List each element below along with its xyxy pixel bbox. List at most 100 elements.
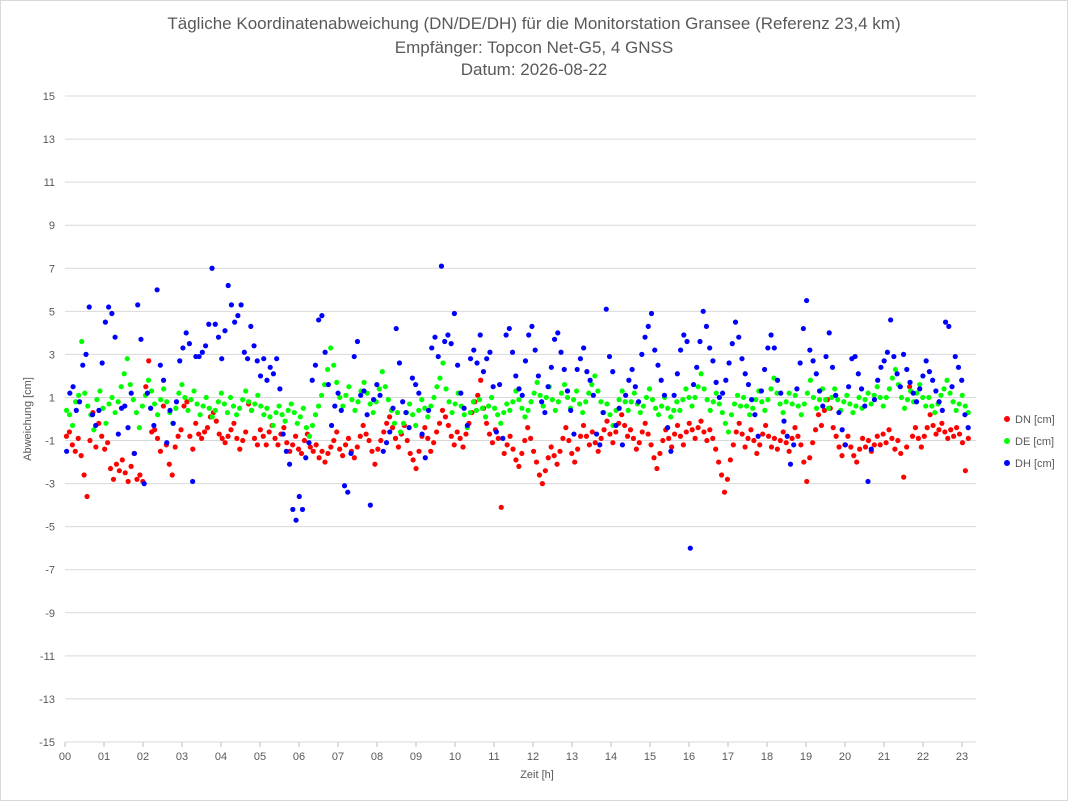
data-point bbox=[938, 392, 944, 398]
chart-title: Tägliche Koordinatenabweichung (DN/DE/DH… bbox=[167, 14, 900, 79]
data-point bbox=[87, 437, 93, 444]
data-point bbox=[425, 407, 432, 413]
data-point bbox=[598, 399, 604, 405]
data-point bbox=[807, 377, 814, 383]
data-point bbox=[774, 390, 780, 396]
data-point bbox=[713, 379, 719, 385]
data-point bbox=[587, 377, 593, 383]
data-point bbox=[186, 341, 193, 347]
data-point bbox=[407, 450, 413, 457]
data-point bbox=[442, 414, 449, 420]
legend: DN [cm] DE [cm] DH [cm] bbox=[1004, 414, 1055, 470]
data-point bbox=[188, 397, 194, 403]
data-point bbox=[739, 431, 745, 437]
data-point bbox=[194, 401, 200, 407]
data-point bbox=[503, 332, 509, 338]
x-tick-label: 08 bbox=[371, 751, 383, 763]
data-point bbox=[429, 345, 435, 351]
data-point bbox=[325, 381, 331, 388]
data-point bbox=[549, 397, 555, 403]
data-point bbox=[888, 317, 894, 323]
data-point bbox=[246, 399, 252, 405]
data-point bbox=[148, 405, 154, 411]
data-point bbox=[561, 381, 568, 388]
data-point bbox=[206, 321, 212, 327]
data-point bbox=[595, 388, 601, 394]
data-point bbox=[728, 412, 735, 418]
data-point bbox=[284, 440, 290, 446]
data-point bbox=[953, 407, 959, 413]
data-point bbox=[822, 397, 829, 403]
data-point bbox=[813, 371, 819, 377]
data-point bbox=[534, 379, 540, 385]
data-point bbox=[810, 440, 816, 446]
data-point bbox=[774, 377, 781, 383]
data-point bbox=[301, 437, 308, 444]
data-point bbox=[755, 433, 761, 439]
data-point bbox=[765, 433, 772, 439]
legend-marker bbox=[1004, 438, 1010, 444]
data-point bbox=[455, 362, 461, 368]
data-point bbox=[222, 440, 228, 446]
data-point bbox=[201, 429, 208, 435]
data-point bbox=[134, 476, 140, 482]
data-point bbox=[535, 373, 542, 379]
data-point bbox=[871, 397, 878, 403]
data-point bbox=[744, 403, 750, 409]
data-point bbox=[798, 412, 804, 418]
data-point bbox=[762, 407, 768, 413]
data-point bbox=[416, 390, 422, 396]
data-point bbox=[946, 323, 952, 330]
data-point bbox=[763, 422, 769, 429]
x-tick-label: 20 bbox=[839, 751, 851, 763]
data-point bbox=[310, 448, 316, 454]
data-point bbox=[215, 399, 221, 405]
data-point bbox=[950, 399, 956, 405]
data-point bbox=[800, 325, 806, 332]
data-point bbox=[249, 407, 255, 413]
data-point bbox=[574, 388, 580, 394]
data-point bbox=[293, 517, 299, 523]
data-point bbox=[933, 431, 939, 437]
data-point bbox=[218, 390, 224, 396]
data-point bbox=[936, 427, 942, 433]
data-point bbox=[309, 422, 316, 429]
data-point bbox=[607, 431, 613, 437]
data-point bbox=[623, 392, 629, 398]
data-point bbox=[396, 360, 403, 366]
data-point bbox=[293, 433, 299, 439]
data-point bbox=[460, 444, 466, 450]
data-point bbox=[439, 407, 446, 413]
data-point bbox=[154, 435, 161, 441]
data-point bbox=[196, 431, 202, 437]
data-point bbox=[771, 435, 778, 441]
data-point bbox=[804, 478, 810, 485]
data-point bbox=[454, 429, 460, 435]
data-point bbox=[73, 407, 79, 413]
data-point bbox=[537, 392, 543, 398]
data-point bbox=[564, 394, 571, 401]
data-point bbox=[754, 450, 760, 457]
data-point bbox=[492, 405, 498, 411]
data-point bbox=[545, 455, 551, 461]
data-point bbox=[274, 356, 280, 362]
data-point bbox=[475, 392, 481, 398]
data-point bbox=[394, 409, 401, 416]
data-point bbox=[707, 427, 713, 433]
data-point bbox=[820, 403, 826, 409]
data-point bbox=[261, 356, 267, 362]
data-point bbox=[476, 397, 483, 403]
data-point bbox=[616, 405, 622, 411]
data-point bbox=[315, 403, 322, 409]
data-point bbox=[886, 386, 892, 392]
x-tick-label: 23 bbox=[956, 751, 968, 763]
data-point bbox=[400, 399, 406, 405]
data-point bbox=[409, 375, 415, 381]
data-point bbox=[795, 403, 801, 409]
data-point bbox=[348, 450, 354, 457]
data-point bbox=[842, 442, 848, 448]
data-point bbox=[338, 407, 344, 413]
data-point bbox=[913, 399, 920, 405]
data-point bbox=[471, 347, 477, 353]
data-point bbox=[956, 401, 962, 407]
